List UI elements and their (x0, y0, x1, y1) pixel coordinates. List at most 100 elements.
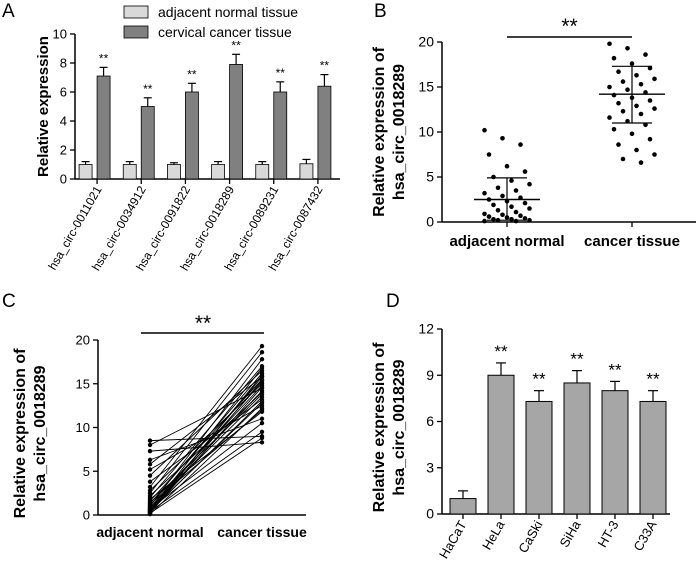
a-bar-normal (78, 164, 93, 180)
a-y-tick-label: 8 (60, 56, 67, 71)
d-category-label: HaCaT (436, 518, 470, 561)
b-data-point (513, 209, 519, 215)
b-data-point (625, 118, 630, 124)
c-y-tick-label: 15 (76, 376, 90, 391)
b-data-point (500, 193, 505, 199)
b-category-label: adjacent normal (449, 233, 564, 250)
c-y-tick-label: 10 (76, 420, 90, 435)
c-pair-line (149, 345, 263, 488)
d-bar (487, 374, 515, 515)
b-y-axis-title: Relative expression of (371, 46, 388, 217)
d-bar (449, 498, 477, 515)
b-data-point (509, 217, 514, 222)
d-significance-label: ** (570, 350, 584, 369)
a-significance-label: ** (276, 66, 286, 80)
a-bar-normal (255, 164, 270, 180)
b-y-tick-label: 5 (426, 169, 434, 185)
a-bar-normal (167, 164, 181, 180)
a-significance-label: ** (143, 82, 153, 96)
b-data-point (607, 41, 612, 47)
b-data-point (638, 160, 644, 165)
b-data-point (491, 217, 496, 222)
c-data-point (147, 467, 153, 472)
b-data-point (486, 214, 492, 219)
b-data-point (634, 73, 639, 78)
c-y-axis-title: hsa_circ_0018289 (32, 365, 49, 501)
c-data-point (147, 442, 153, 448)
a-significance-label: ** (320, 59, 330, 73)
panel-letter-c: C (2, 291, 16, 312)
b-y-tick-label: 15 (418, 79, 434, 95)
b-data-point (625, 87, 630, 92)
a-bar-normal (299, 163, 314, 180)
b-data-point (652, 106, 657, 111)
c-pair-line (149, 365, 263, 498)
d-y-tick-label: 12 (418, 321, 434, 337)
c-y-tick-label: 20 (76, 333, 90, 348)
d-y-tick-label: 6 (426, 413, 434, 429)
b-category-label: cancer tissue (584, 233, 680, 250)
b-y-tick-label: 10 (418, 124, 434, 140)
b-data-point (482, 190, 487, 196)
b-data-point (513, 218, 519, 224)
b-data-point (638, 111, 644, 117)
c-data-point (259, 420, 265, 426)
c-data-point (259, 435, 265, 441)
c-pair-line (149, 379, 263, 514)
b-data-point (652, 76, 657, 82)
d-significance-label: ** (494, 342, 508, 361)
c-data-point (259, 429, 265, 435)
c-data-point (147, 484, 153, 490)
b-data-point (482, 127, 487, 133)
b-data-point (607, 115, 612, 120)
d-y-tick-label: 3 (426, 459, 434, 475)
d-category-label: SiHa (557, 517, 584, 550)
panel-letter-b: B (374, 1, 387, 22)
d-bar (525, 400, 553, 515)
c-data-point (259, 357, 265, 362)
b-data-point (611, 55, 617, 61)
c-data-point (259, 399, 265, 404)
b-significance-label: ** (561, 15, 577, 38)
a-legend-label: adjacent normal tissue (158, 4, 298, 20)
c-pair-line (149, 374, 263, 513)
panel-letter-a: A (2, 1, 15, 22)
c-pair-line (149, 351, 263, 494)
b-data-point (518, 213, 523, 218)
b-data-point (491, 202, 496, 208)
d-bar (639, 400, 667, 515)
d-significance-label: ** (532, 370, 546, 389)
d-y-axis-title: Relative expression of (371, 342, 388, 513)
a-y-tick-label: 6 (60, 85, 67, 100)
a-bar-cancer (185, 91, 199, 180)
b-data-point (509, 204, 514, 209)
b-data-point (616, 100, 621, 106)
c-y-tick-label: 5 (83, 464, 90, 479)
c-y-axis-title: Relative expression of (12, 348, 29, 519)
b-data-point (643, 52, 648, 57)
b-data-point (634, 147, 639, 153)
c-category-label: cancer tissue (217, 524, 307, 540)
panel-letter-d: D (386, 291, 400, 312)
a-bar-cancer (273, 91, 288, 180)
b-y-tick-label: 20 (418, 34, 434, 50)
b-data-point (527, 206, 532, 211)
c-pair-line (149, 437, 263, 514)
b-data-point (647, 98, 653, 103)
d-category-label: HeLa (479, 517, 508, 552)
c-data-point (259, 365, 265, 371)
d-significance-label: ** (608, 360, 622, 379)
c-data-point (147, 462, 153, 467)
b-data-point (509, 178, 514, 183)
c-pair-line (149, 422, 263, 510)
c-data-point (147, 448, 153, 454)
c-pair-line (149, 393, 263, 504)
a-significance-label: ** (99, 51, 109, 65)
b-data-point (652, 152, 657, 157)
b-data-point (643, 122, 648, 128)
c-data-point (259, 385, 265, 390)
c-data-point (259, 350, 265, 355)
c-pair-line (149, 358, 263, 507)
b-data-point (482, 211, 487, 217)
